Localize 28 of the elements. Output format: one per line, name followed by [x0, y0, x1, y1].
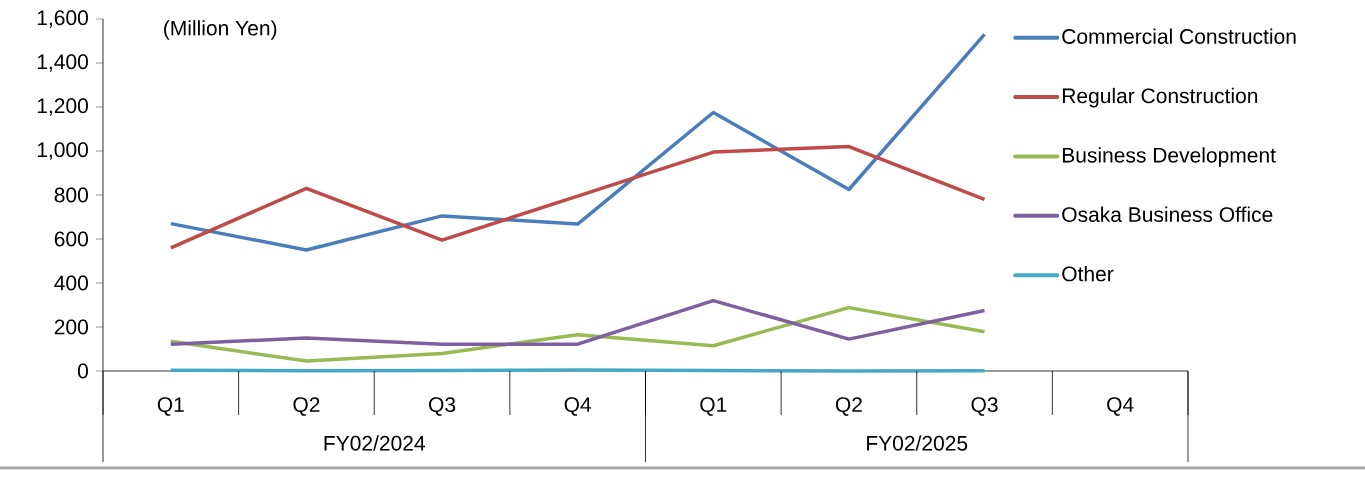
y-axis-title: (Million Yen)	[164, 20, 277, 40]
x-tick-label: Q3	[429, 397, 456, 416]
x-tick-label: Q4	[1107, 397, 1134, 416]
x-tick-label: Q1	[157, 397, 184, 416]
y-tick-label: 1,200	[37, 98, 88, 116]
legend-label: Osaka Business Office	[1062, 206, 1273, 222]
y-tick-label: 800	[54, 187, 88, 203]
line-series	[169, 298, 987, 346]
text: FY02/2025	[867, 435, 968, 451]
y-tick-label: 1,400	[37, 54, 88, 72]
x-tick-label: Q4	[564, 397, 592, 416]
y-tick-label: 600	[54, 231, 88, 247]
legend-label: Regular Construction	[1062, 87, 1258, 108]
y-tick-label: 200	[54, 319, 88, 335]
x-tick-label: Q2	[835, 397, 862, 416]
x-tick-label: Q2	[293, 397, 320, 416]
line-series	[169, 305, 987, 363]
legend-label: Business Development	[1062, 147, 1276, 167]
y-tick-label: 1,600	[37, 10, 88, 28]
x-tick-label: Q1	[700, 397, 727, 416]
y-tick-label: 400	[54, 275, 88, 291]
legend-label: Commercial Construction	[1062, 28, 1296, 44]
x-tick-label: Q3	[971, 397, 998, 416]
y-tick-label: 0	[77, 363, 88, 379]
line-series	[169, 144, 987, 250]
legend-label: Other	[1062, 265, 1114, 282]
text: FY02/2024	[324, 435, 425, 451]
y-tick-label: 1,000	[37, 142, 88, 160]
